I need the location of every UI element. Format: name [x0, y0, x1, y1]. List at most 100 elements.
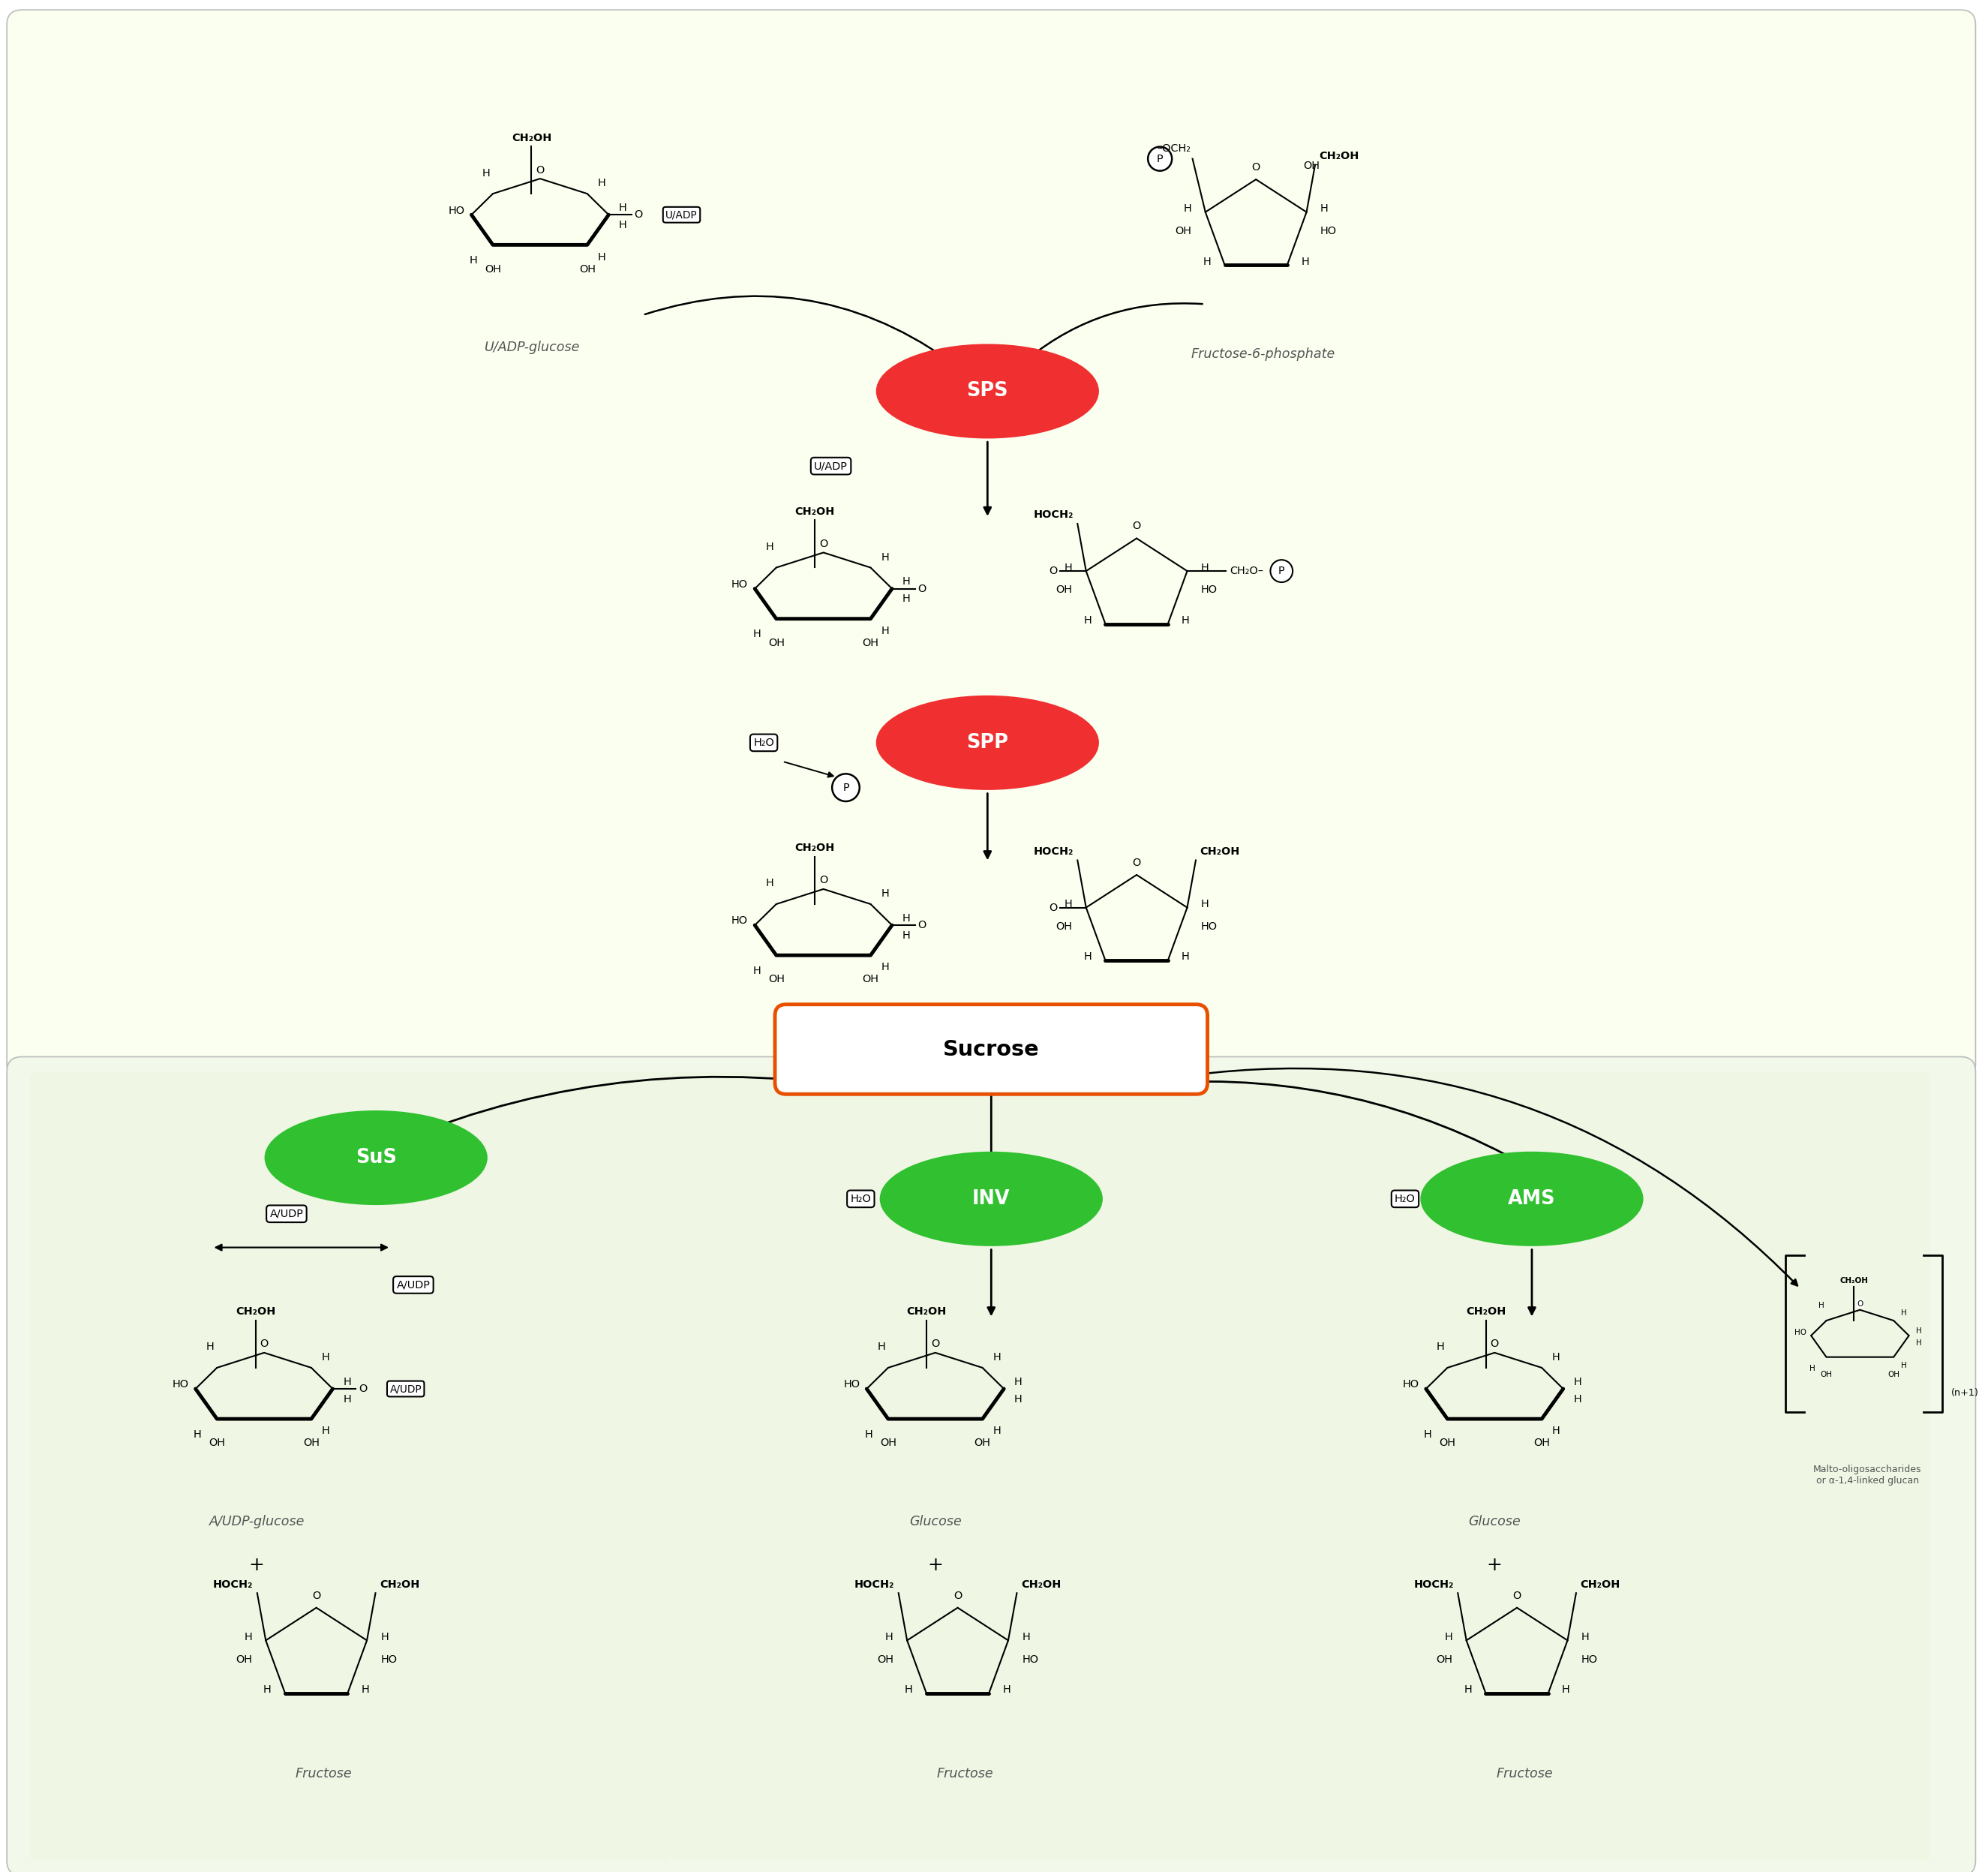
Text: H: H: [1901, 1309, 1906, 1316]
Text: Sucrose-6-phosphate: Sucrose-6-phosphate: [911, 714, 1050, 728]
Text: O: O: [819, 876, 827, 885]
Text: H: H: [903, 594, 911, 604]
Text: H: H: [598, 251, 606, 263]
Text: O: O: [358, 1384, 368, 1395]
Text: A/UDP-glucose: A/UDP-glucose: [209, 1515, 304, 1528]
Text: H: H: [598, 178, 606, 189]
Text: H: H: [193, 1429, 201, 1440]
Text: CH₂OH: CH₂OH: [1580, 1579, 1620, 1590]
Text: Glucose: Glucose: [1469, 1515, 1521, 1528]
Text: H₂O: H₂O: [753, 737, 773, 748]
FancyBboxPatch shape: [6, 1057, 1976, 1875]
Text: OH: OH: [881, 1438, 897, 1448]
Text: H: H: [380, 1631, 390, 1642]
Text: OH: OH: [302, 1438, 320, 1448]
Text: H: H: [1083, 615, 1091, 626]
Text: OH: OH: [235, 1654, 252, 1665]
FancyBboxPatch shape: [670, 1072, 1312, 1860]
Ellipse shape: [877, 696, 1099, 789]
FancyBboxPatch shape: [6, 9, 1976, 1080]
Text: H: H: [1573, 1376, 1582, 1388]
Text: H: H: [1083, 952, 1091, 962]
Text: OH: OH: [209, 1438, 225, 1448]
Text: Fructose-6-phosphate: Fructose-6-phosphate: [1191, 347, 1336, 360]
Text: Sucrose: Sucrose: [942, 1039, 1040, 1059]
Text: CH₂OH: CH₂OH: [1201, 846, 1241, 857]
Text: H: H: [881, 551, 889, 562]
Text: H: H: [1463, 1684, 1471, 1695]
Text: OH: OH: [1175, 225, 1191, 236]
Text: H: H: [1573, 1393, 1582, 1404]
Text: Fructose: Fructose: [936, 1766, 994, 1781]
Text: H: H: [881, 626, 889, 636]
Text: H: H: [618, 202, 626, 214]
Text: H: H: [765, 542, 773, 551]
Text: H: H: [877, 1342, 885, 1352]
Text: O: O: [930, 1339, 940, 1350]
Text: O: O: [918, 921, 926, 930]
Text: H: H: [1580, 1631, 1588, 1642]
Text: U/ADP: U/ADP: [666, 210, 698, 219]
Text: SPP: SPP: [966, 733, 1008, 752]
Text: H: H: [881, 889, 889, 898]
Text: P: P: [843, 782, 849, 793]
Text: A/UDP: A/UDP: [396, 1279, 429, 1290]
Text: HO: HO: [732, 915, 747, 926]
Text: H: H: [765, 878, 773, 889]
Text: H: H: [753, 966, 761, 977]
Text: H₂O: H₂O: [1396, 1194, 1415, 1204]
Text: O: O: [537, 165, 545, 174]
Text: HOCH₂: HOCH₂: [1413, 1579, 1453, 1590]
Text: H: H: [905, 1684, 912, 1695]
Text: O: O: [1513, 1590, 1521, 1601]
Text: OH: OH: [1889, 1371, 1901, 1378]
Text: H: H: [1002, 1684, 1010, 1695]
Circle shape: [1147, 146, 1173, 171]
Text: HO: HO: [1320, 225, 1336, 236]
Text: H: H: [481, 167, 491, 178]
Text: CH₂OH: CH₂OH: [795, 506, 835, 518]
Text: CH₂OH: CH₂OH: [1839, 1277, 1869, 1284]
Text: SuS: SuS: [356, 1147, 396, 1168]
Text: H: H: [1014, 1376, 1022, 1388]
Text: H: H: [1901, 1361, 1906, 1369]
Text: Glucose: Glucose: [909, 1515, 962, 1528]
Text: CH₂OH: CH₂OH: [1320, 150, 1360, 161]
Text: OH: OH: [863, 975, 879, 984]
Text: +: +: [248, 1556, 264, 1573]
Text: HO: HO: [1580, 1654, 1598, 1665]
Text: A/UDP: A/UDP: [390, 1384, 421, 1395]
Text: H: H: [1445, 1631, 1453, 1642]
Text: H: H: [992, 1425, 1000, 1436]
Text: H: H: [1183, 202, 1191, 214]
Text: HOCH₂: HOCH₂: [213, 1579, 252, 1590]
Text: H: H: [1809, 1365, 1815, 1372]
Text: H: H: [1437, 1342, 1445, 1352]
Text: H: H: [1553, 1425, 1561, 1436]
Text: H: H: [1064, 898, 1072, 909]
Text: O: O: [918, 583, 926, 594]
Text: OH: OH: [579, 264, 596, 274]
Circle shape: [833, 774, 859, 801]
Text: OH: OH: [1056, 921, 1072, 932]
Text: Malto-oligosaccharides
or α-1,4-linked glucan: Malto-oligosaccharides or α-1,4-linked g…: [1813, 1464, 1922, 1485]
Ellipse shape: [877, 343, 1099, 439]
Text: H: H: [753, 630, 761, 639]
Text: INV: INV: [972, 1189, 1010, 1209]
Text: HO: HO: [173, 1380, 189, 1389]
Text: H: H: [1423, 1429, 1431, 1440]
Text: OH: OH: [974, 1438, 990, 1448]
Text: HO: HO: [447, 204, 465, 216]
Text: H: H: [262, 1684, 270, 1695]
Text: H: H: [903, 913, 911, 924]
Text: O: O: [1252, 161, 1260, 172]
Text: OH: OH: [863, 638, 879, 649]
Text: H: H: [1181, 615, 1189, 626]
Text: H: H: [1201, 562, 1209, 574]
Text: H: H: [1022, 1631, 1030, 1642]
Text: H: H: [362, 1684, 370, 1695]
Text: H: H: [469, 255, 477, 266]
Text: CH₂OH: CH₂OH: [235, 1307, 276, 1316]
Text: OH: OH: [877, 1654, 893, 1665]
Text: H: H: [1916, 1327, 1922, 1335]
